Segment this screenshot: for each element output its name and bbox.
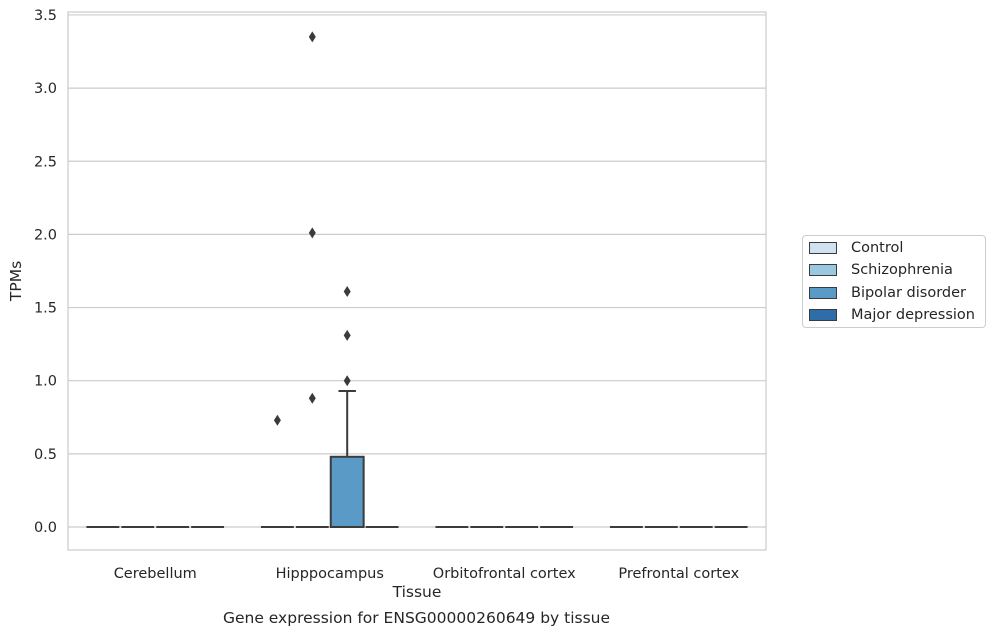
y-tick-label: 3.5 [34, 8, 57, 24]
y-tick-label: 0.5 [34, 447, 57, 463]
legend-item-bipolar-disorder: Bipolar disorder [809, 283, 966, 303]
y-tick-label: 0.0 [34, 520, 57, 536]
box-bipolar-disorder-hipppocampus [329, 285, 365, 528]
legend-label: Major depression [851, 307, 975, 323]
y-tick-label: 3.0 [34, 81, 57, 97]
legend-item-major-depression: Major depression [809, 305, 975, 325]
x-tick-labels: Cerebellum Hipppocampus Orbitofrontal cort… [114, 566, 740, 582]
legend-swatch [809, 242, 837, 254]
y-tick-label: 2.5 [34, 154, 57, 170]
outlier-point [273, 414, 281, 426]
legend-item-control: Control [809, 238, 903, 258]
x-tick-label: Orbitofrontal cortex [433, 566, 576, 582]
y-axis-title: TPMs [7, 261, 25, 302]
y-tick-label: 1.0 [34, 374, 57, 390]
legend-item-schizophrenia: Schizophrenia [809, 260, 953, 280]
plot-area [67, 11, 767, 551]
outlier-point [308, 392, 316, 404]
box [329, 455, 365, 528]
x-tick-label: Prefrontal cortex [618, 566, 739, 582]
legend-swatch [809, 309, 837, 321]
legend-swatch [809, 264, 837, 276]
y-tick-labels: 0.0 0.5 1.0 1.5 2.0 2.5 3.0 3.5 [34, 8, 57, 536]
box-schizophrenia-hipppocampus [295, 31, 329, 528]
outlier-point [343, 285, 351, 297]
outlier-point [343, 375, 351, 387]
chart-caption: Gene expression for ENSG00000260649 by t… [222, 609, 611, 627]
x-tick-label: Hipppocampus [276, 566, 384, 582]
legend-swatch [809, 287, 837, 299]
outlier-point [343, 329, 351, 341]
y-tick-label: 2.0 [34, 227, 57, 243]
legend: Control Schizophrenia Bipolar disorder M… [802, 235, 986, 328]
box-control-hipppocampus [260, 414, 294, 528]
x-axis-title: Tissue [392, 583, 442, 601]
legend-label: Bipolar disorder [851, 285, 966, 301]
outlier-point [308, 31, 316, 43]
legend-label: Schizophrenia [851, 262, 953, 278]
y-tick-label: 1.5 [34, 301, 57, 317]
x-tick-label: Cerebellum [114, 566, 197, 582]
legend-label: Control [851, 240, 904, 256]
outlier-point [308, 227, 316, 239]
box-marks [86, 31, 748, 528]
